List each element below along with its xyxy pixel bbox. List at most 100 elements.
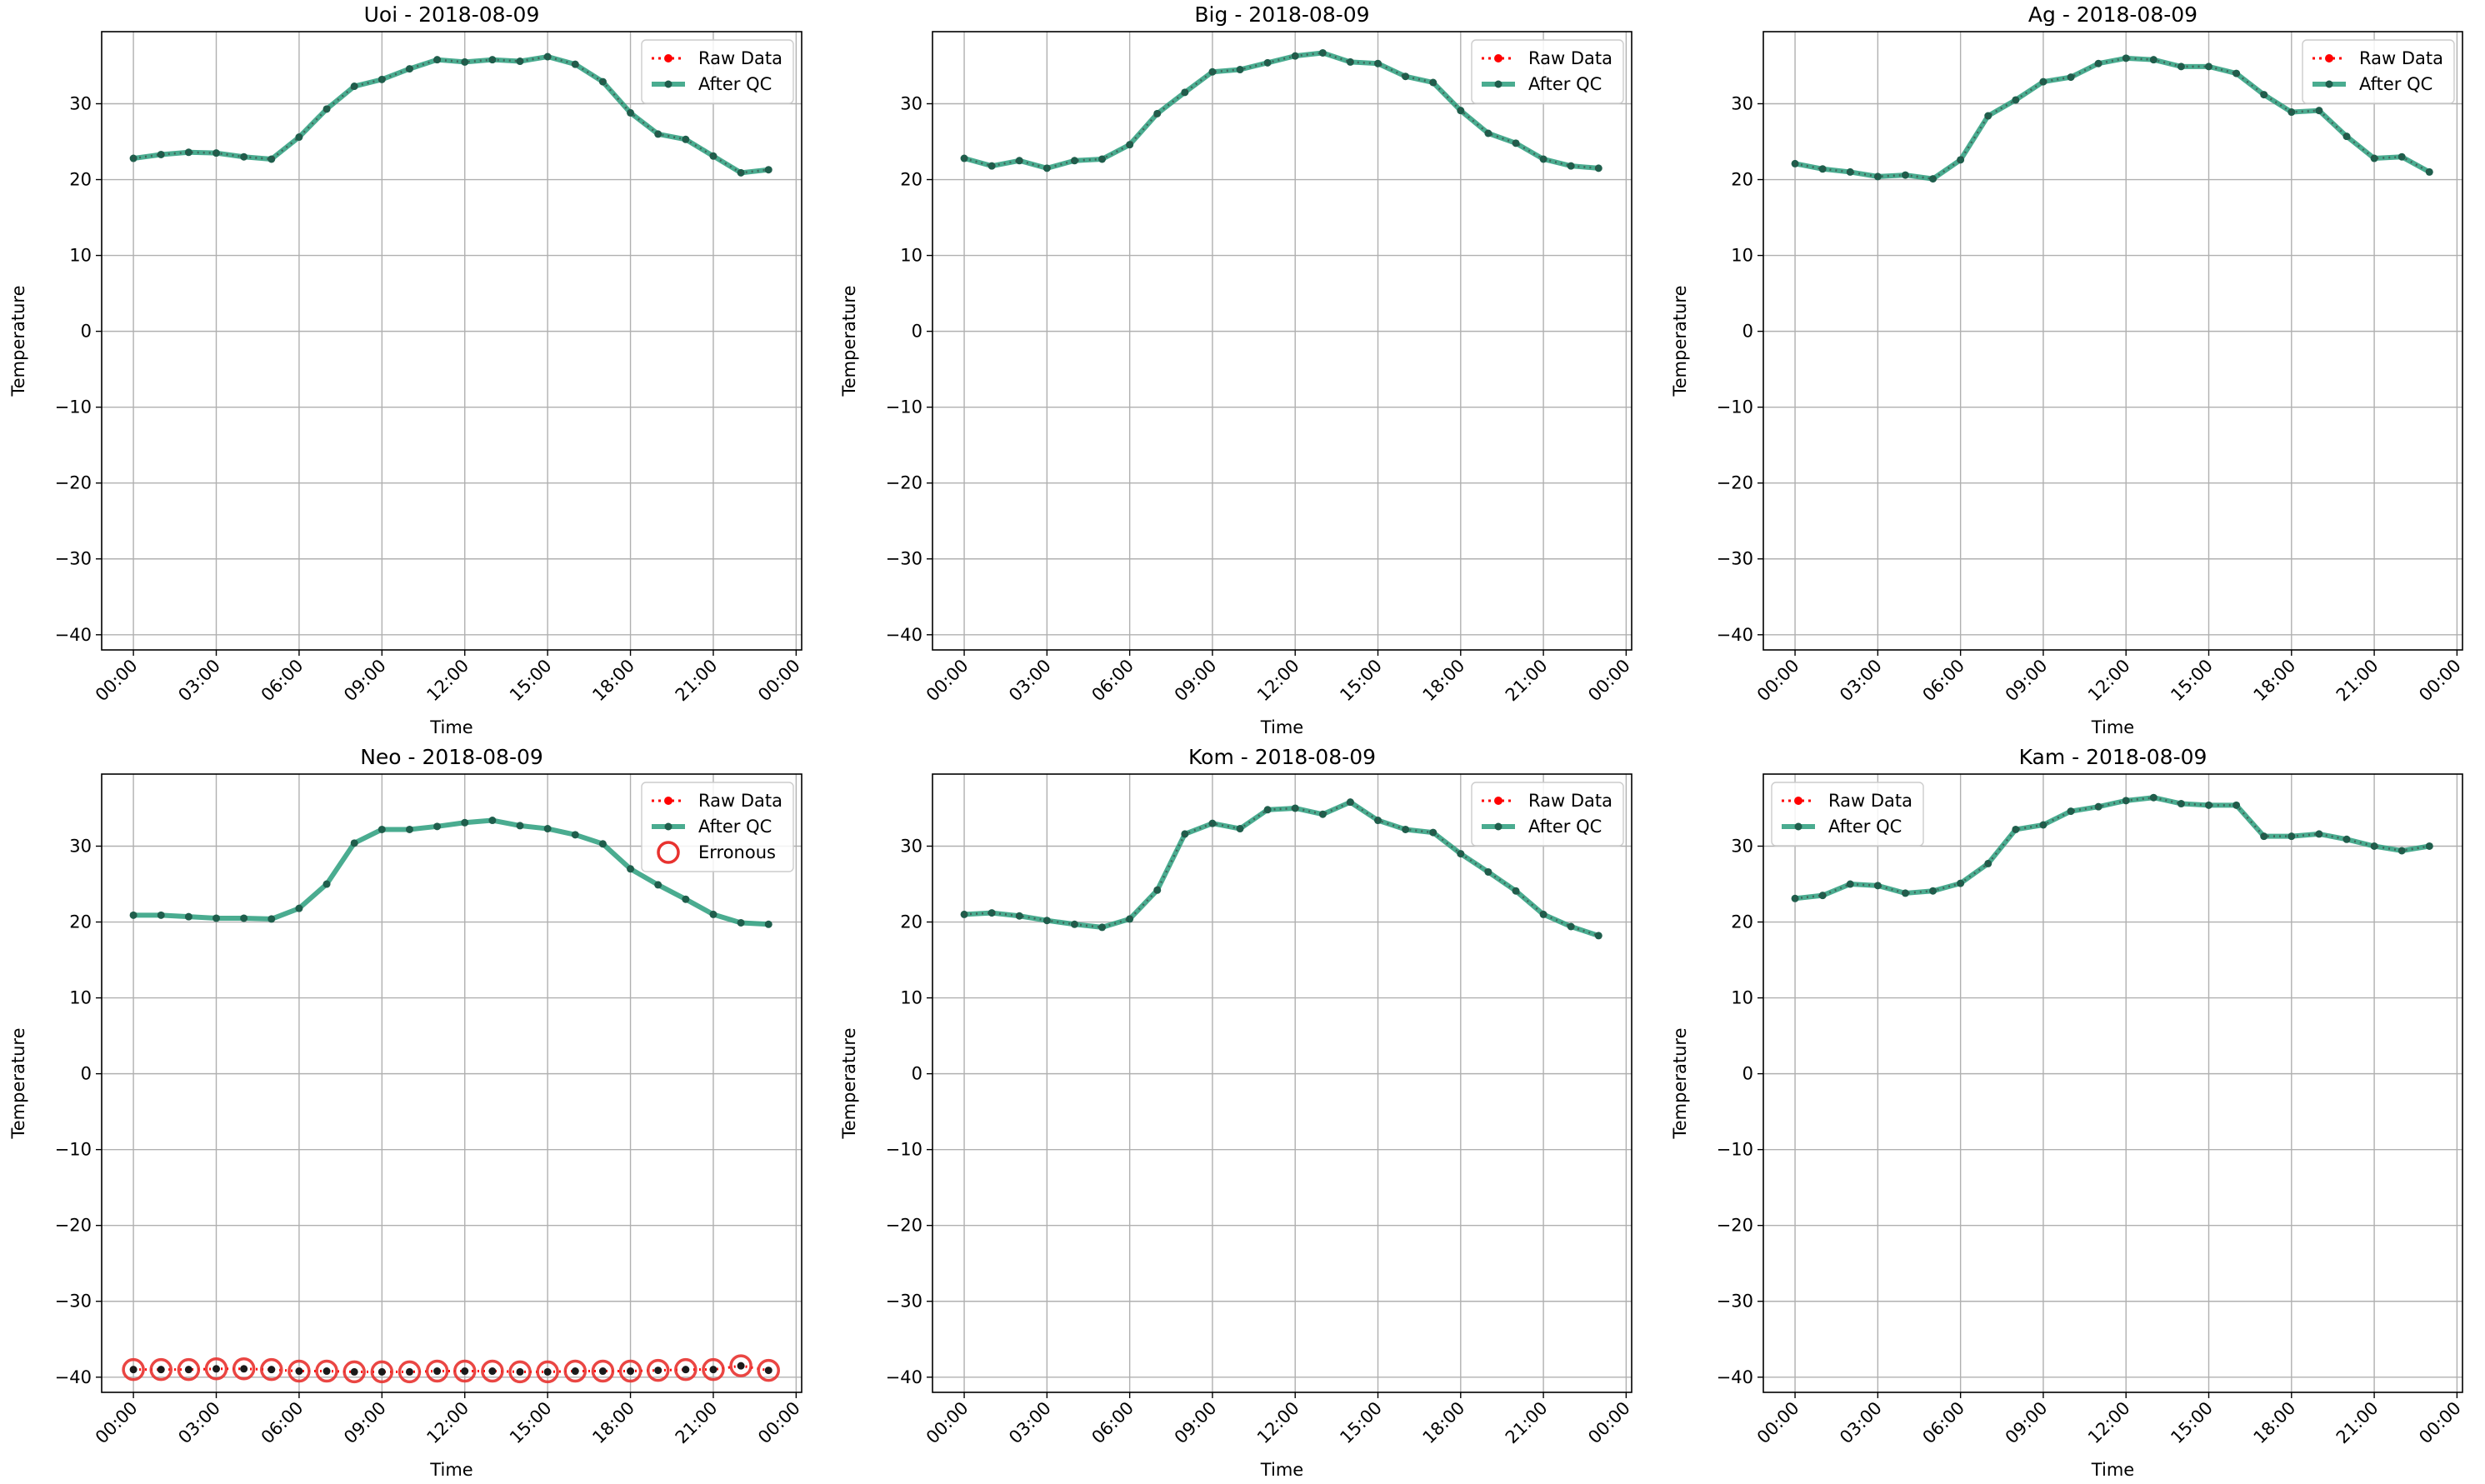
after-qc-point — [543, 52, 552, 61]
after-qc-point — [1374, 59, 1382, 67]
after-qc-point — [1318, 810, 1327, 818]
legend-entry: After QC — [1528, 817, 1602, 837]
legend-entry: Raw Data — [698, 791, 782, 811]
y-axis-label: Temperature — [839, 285, 859, 397]
raw-data-point — [184, 1366, 192, 1374]
erroneous-marker — [757, 1358, 780, 1382]
x-tick-label: 06:00 — [258, 656, 308, 706]
after-qc-point — [2288, 108, 2296, 117]
erroneous-marker — [425, 1359, 449, 1383]
erroneous-marker — [563, 1359, 588, 1383]
legend-qc-marker — [2325, 80, 2333, 88]
after-qc-point — [2067, 73, 2075, 82]
after-qc-point — [461, 818, 469, 827]
y-tick-label: 30 — [900, 93, 922, 113]
after-qc-point — [268, 155, 276, 163]
x-tick-label: 21:00 — [672, 1398, 722, 1448]
y-tick-label: −30 — [886, 1292, 922, 1312]
legend-box — [2302, 39, 2455, 104]
axes-frame — [1762, 31, 2463, 651]
legend-entry: Raw Data — [1528, 48, 1612, 68]
after-qc-point — [654, 130, 662, 138]
x-tick-label: 09:00 — [340, 1398, 390, 1448]
x-tick-label: 12:00 — [423, 656, 473, 706]
legend-entry: After QC — [698, 74, 772, 94]
erroneous-marker — [452, 1359, 477, 1383]
erroneous-marker — [370, 1360, 394, 1384]
after-qc-point — [2122, 54, 2130, 62]
x-tick-label: 15:00 — [2167, 656, 2217, 706]
raw-data-point — [378, 1367, 386, 1376]
y-tick-label: −10 — [55, 397, 92, 417]
x-tick-label: 00:00 — [92, 656, 142, 706]
after-qc-point — [1374, 817, 1382, 825]
after-qc-point — [2342, 835, 2351, 843]
erroneous-marker — [702, 1357, 725, 1382]
subplot-5: −40 −30 −20 −10 0 10 20 30 00:00 03:00 06:00 09:00 1… — [839, 745, 1634, 1480]
x-tick-label: 09:00 — [340, 656, 390, 706]
after-qc-point — [516, 57, 524, 66]
y-tick-label: −30 — [1717, 1292, 1753, 1312]
erroneous-marker — [204, 1357, 228, 1381]
after-qc-point — [157, 150, 165, 158]
after-qc-point — [2039, 821, 2048, 829]
subplot-1: −40 −30 −20 −10 0 10 20 30 00:00 03:00 06:00 09:00 1… — [8, 2, 804, 737]
legend-raw-marker — [664, 54, 672, 62]
y-axis-label: Temperature — [1670, 285, 1690, 397]
legend-entry: Erronous — [698, 842, 776, 862]
y-tick-label: 30 — [1731, 93, 1753, 113]
raw-data-point — [212, 1365, 221, 1373]
after-qc-point — [1818, 165, 1827, 173]
x-tick-label: 09:00 — [2002, 1398, 2052, 1448]
after-qc-point — [764, 166, 772, 174]
x-tick-label: 03:00 — [1836, 1398, 1886, 1448]
raw-data-point — [543, 1367, 552, 1376]
legend-qc-marker — [1494, 80, 1502, 88]
x-axis-label: Time — [429, 1460, 472, 1480]
after-qc-point — [433, 56, 442, 64]
erroneous-marker — [729, 1354, 752, 1377]
y-tick-label: −30 — [886, 549, 922, 569]
after-qc-point — [1126, 915, 1134, 923]
after-qc-point — [709, 910, 718, 918]
x-tick-label: 00:00 — [2415, 1398, 2465, 1448]
legend-entry: After QC — [1528, 74, 1602, 94]
after-qc-point — [295, 133, 303, 142]
after-qc-point — [129, 911, 138, 919]
erroneous-marker — [618, 1359, 642, 1383]
after-qc-point — [2370, 842, 2378, 850]
x-tick-label: 15:00 — [1336, 656, 1386, 706]
y-tick-label: 0 — [81, 1064, 92, 1084]
y-tick-label: 20 — [900, 912, 922, 932]
after-qc-point — [598, 840, 607, 848]
after-qc-point — [1318, 48, 1327, 57]
after-qc-point — [737, 918, 745, 927]
y-tick-label: 10 — [900, 246, 922, 266]
y-tick-label: −40 — [55, 1367, 92, 1387]
chart-title: Kom - 2018-08-09 — [1188, 745, 1376, 769]
legend-qc-marker — [1794, 822, 1802, 831]
chart-title: Uoi - 2018-08-09 — [364, 2, 540, 27]
x-tick-label: 18:00 — [1419, 656, 1469, 706]
after-qc-point — [682, 895, 690, 903]
legend: Raw Data After QC — [1471, 782, 1624, 847]
after-qc-point — [2205, 801, 2213, 809]
legend: Raw Data After QC — [1471, 39, 1624, 104]
subplot-6: −40 −30 −20 −10 0 10 20 30 00:00 03:00 06:00 09:00 1… — [1670, 745, 2465, 1480]
raw-data-point — [737, 1362, 745, 1370]
after-qc-point — [1594, 932, 1602, 940]
raw-data-point — [295, 1367, 303, 1376]
after-qc-point — [1984, 859, 1992, 867]
erroneous-marker — [398, 1360, 422, 1384]
after-qc-point — [1236, 66, 1244, 74]
y-axis-label: Temperature — [1670, 1027, 1690, 1139]
after-qc-point — [1291, 804, 1299, 812]
legend-raw-marker — [2325, 54, 2333, 62]
after-qc-point — [627, 108, 635, 117]
legend-erroneous-marker — [657, 841, 680, 864]
after-qc-point — [764, 920, 772, 928]
erroneous-marker — [177, 1357, 201, 1382]
subplot-4: −40 −30 −20 −10 0 10 20 30 00:00 03:00 06:00 09:00 1… — [8, 745, 804, 1480]
y-tick-label: −10 — [55, 1140, 92, 1160]
x-tick-label: 09:00 — [2002, 656, 2052, 706]
